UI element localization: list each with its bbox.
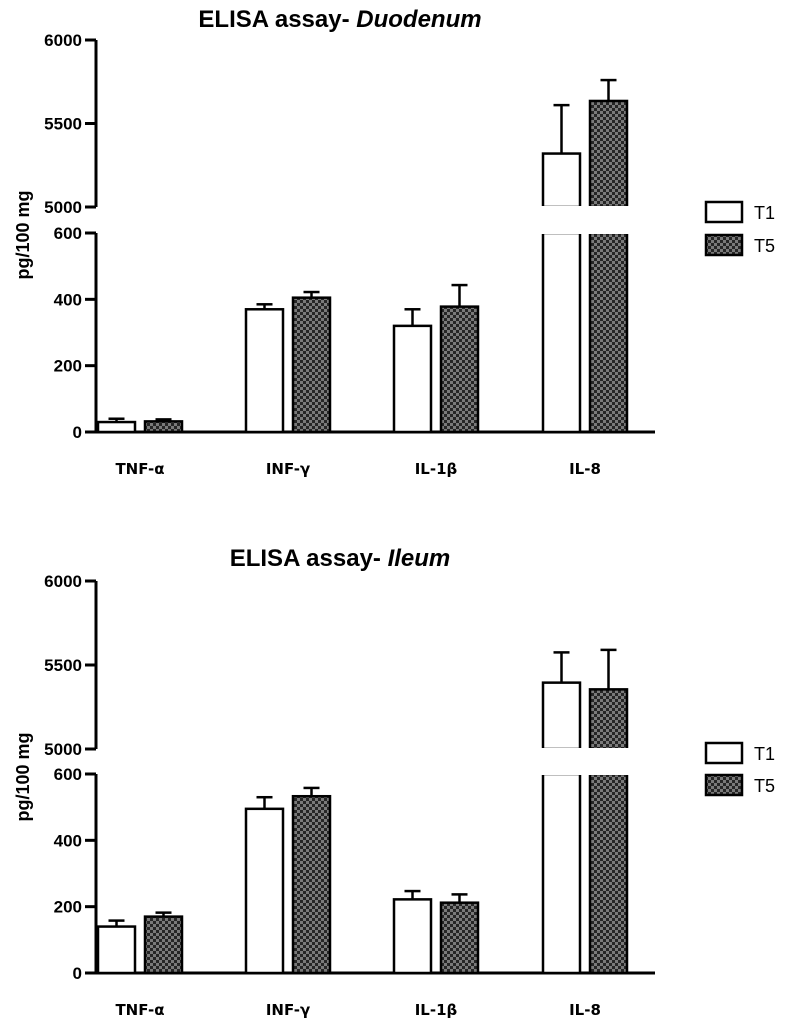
x-category-label: TNF-α [115, 1001, 164, 1019]
y-tick-label: 400 [54, 290, 82, 309]
y-tick-label: 6000 [44, 31, 82, 50]
y-tick-label: 5000 [44, 198, 82, 217]
bar-t5 [588, 688, 629, 751]
bar-t5 [143, 420, 184, 434]
y-axis-label: pg/100 mg [13, 732, 33, 821]
axis-break-gap [541, 748, 582, 775]
bar-t5 [143, 915, 184, 975]
chart-title: ELISA assay- Duodenum [198, 6, 481, 33]
legend-swatch-t1 [704, 200, 744, 224]
bar-t5-lower [588, 772, 629, 975]
legend-swatch-t5 [704, 773, 744, 797]
y-tick-label: 6000 [44, 572, 82, 591]
legend-label-t5: T5 [754, 236, 775, 256]
x-category-label: IL-1β [415, 1001, 458, 1019]
bar-t1-lower [541, 231, 582, 434]
bar-t1-lower [541, 772, 582, 975]
bar-t1 [541, 152, 582, 209]
legend-swatch-t5 [704, 233, 744, 257]
chart-title: ELISA assay- Ileum [230, 545, 451, 572]
y-tick-label: 400 [54, 831, 82, 850]
bar-t1 [96, 420, 137, 434]
legend-swatch-t1 [704, 741, 744, 765]
y-tick-label: 5000 [44, 740, 82, 759]
x-category-label: INF-γ [266, 1001, 310, 1019]
bar-t5 [291, 296, 332, 434]
x-category-label: IL-8 [569, 460, 601, 478]
y-tick-label: 0 [73, 964, 82, 983]
x-category-label: IL-1β [415, 460, 458, 478]
y-tick-label: 200 [54, 898, 82, 917]
legend-label-t5: T5 [754, 776, 775, 796]
axis-break-gap [588, 206, 629, 234]
ileum-panel: ELISA assay- Ileum pg/100 mg 0 200 400 600 5… [13, 545, 775, 1019]
legend: T1 T5 [704, 741, 775, 797]
bar-t1 [244, 807, 285, 975]
bar-t1 [392, 324, 433, 434]
bar-t5-lower [588, 231, 629, 434]
plot-area: 0 200 400 600 5000 5500 6000 TNF-α INF-γ IL-1β IL-… [44, 572, 655, 1019]
bar-t1 [96, 925, 137, 975]
x-category-label: INF-γ [266, 460, 310, 478]
y-tick-label: 5500 [44, 656, 82, 675]
plot-area: 0 200 400 600 5000 5500 6000 TNF-α INF-γ IL-1β IL-… [44, 31, 655, 478]
axis-break-gap [541, 206, 582, 234]
y-tick-label: 600 [54, 224, 82, 243]
y-axis-label: pg/100 mg [13, 190, 33, 279]
x-category-label: IL-8 [569, 1001, 601, 1019]
duodenum-panel: ELISA assay- Duodenum pg/100 mg 0 200 400 6… [13, 6, 775, 478]
y-tick-label: 200 [54, 357, 82, 376]
bar-t5 [588, 99, 629, 209]
bar-t5 [291, 794, 332, 975]
bar-t5 [439, 901, 480, 975]
bar-t1 [392, 898, 433, 975]
bar-t1 [541, 681, 582, 751]
bar-t5 [439, 305, 480, 434]
legend-label-t1: T1 [754, 744, 775, 764]
y-tick-label: 5500 [44, 115, 82, 134]
y-tick-label: 0 [73, 423, 82, 442]
axis-break-gap [588, 748, 629, 775]
legend-label-t1: T1 [754, 203, 775, 223]
x-category-label: TNF-α [115, 460, 164, 478]
legend: T1 T5 [704, 200, 775, 257]
bar-t1 [244, 308, 285, 434]
y-tick-label: 600 [54, 765, 82, 784]
